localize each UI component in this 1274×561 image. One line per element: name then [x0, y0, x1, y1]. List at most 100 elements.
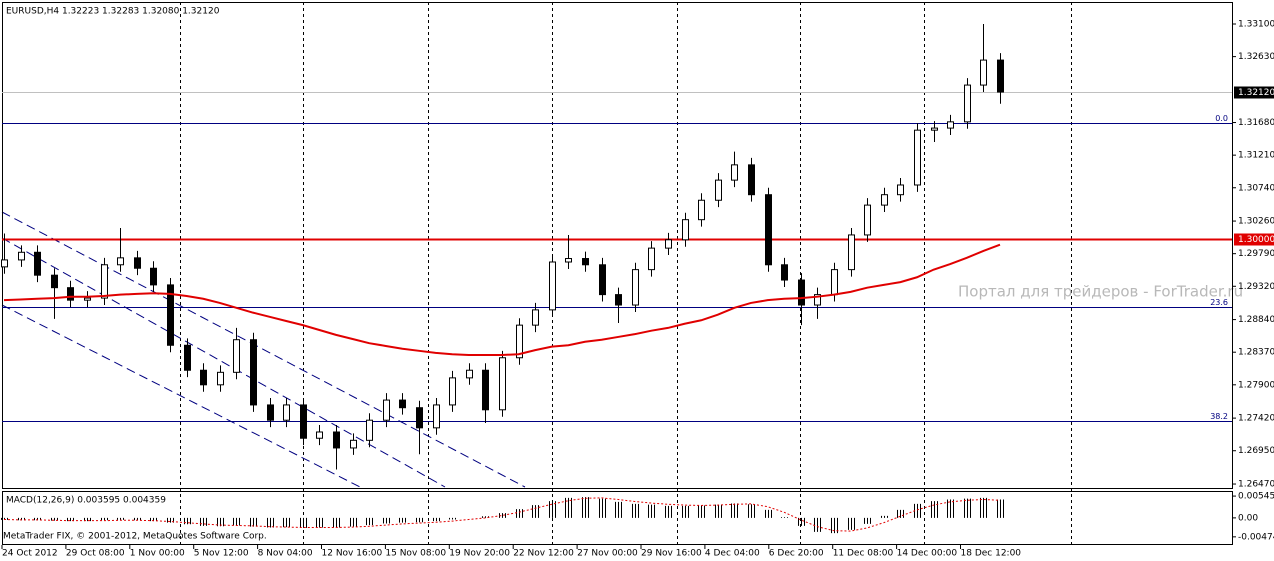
candle-body: [798, 279, 805, 306]
x-tick-label: 19 Nov 20:00: [449, 549, 510, 559]
x-tick-label: 6 Dec 20:00: [769, 549, 824, 559]
candle-body: [316, 431, 323, 439]
price-box: [1234, 86, 1274, 99]
candle-body: [814, 294, 821, 306]
candle-body: [765, 194, 772, 266]
y-tick-label: 0.00: [1238, 513, 1258, 523]
price-box-label: 1.30000: [1238, 235, 1274, 245]
x-tick-label: 5 Nov 12:00: [194, 549, 249, 559]
level-label: 23.6: [1210, 298, 1228, 307]
candle-body: [167, 284, 174, 346]
y-tick-label: 1.27420: [1238, 414, 1274, 424]
candle-body: [682, 219, 689, 241]
candle-body: [715, 179, 722, 201]
x-tick-label: 11 Dec 08:00: [833, 549, 894, 559]
y-tick-label: 1.31680: [1238, 118, 1274, 128]
y-tick-label: 1.26470: [1238, 480, 1274, 490]
moving-average: [3, 243, 1001, 356]
candle-body: [582, 258, 589, 266]
x-tick-label: 15 Nov 08:00: [385, 549, 446, 559]
candle-body: [283, 404, 290, 421]
candle-body: [466, 369, 473, 379]
candle-body: [665, 239, 672, 249]
candle-body: [914, 129, 921, 186]
channel-line: [1, 211, 526, 488]
x-tick-label: 18 Dec 12:00: [961, 549, 1022, 559]
candle-body: [997, 59, 1004, 93]
chart-title: EURUSD,H4 1.32223 1.32283 1.32080 1.3212…: [6, 7, 220, 17]
x-tick-label: 24 Oct 2012: [2, 549, 58, 559]
channel-line: [1, 304, 361, 488]
candle-body: [931, 127, 938, 131]
candle-body: [947, 121, 954, 129]
candle-body: [18, 251, 25, 261]
level-label: 0.0: [1215, 114, 1228, 123]
candle-body: [565, 258, 572, 263]
y-tick-label: 1.28370: [1238, 348, 1274, 358]
level-label: 38.2: [1210, 412, 1228, 421]
candle-body: [648, 247, 655, 271]
y-tick-label: 1.26950: [1238, 446, 1274, 456]
candle-body: [599, 264, 606, 296]
candle-body: [731, 164, 738, 181]
candle-body: [449, 377, 456, 406]
x-tick-label: 29 Oct 08:00: [66, 549, 125, 559]
candle-body: [532, 309, 539, 326]
y-tick-label: -0.00474: [1238, 532, 1274, 542]
candle-body: [350, 439, 357, 449]
y-tick-label: 0.00545: [1238, 492, 1274, 502]
candle-body: [848, 234, 855, 271]
candle-body: [51, 274, 58, 289]
x-tick-label: 14 Dec 00:00: [897, 549, 958, 559]
candle-body: [516, 324, 523, 359]
candle-body: [698, 199, 705, 221]
candle-body: [134, 257, 141, 269]
candle-body: [399, 399, 406, 409]
candle-body: [267, 404, 274, 421]
candle-body: [632, 269, 639, 306]
candle-body: [333, 431, 340, 449]
candle-body: [101, 264, 108, 299]
candle-body: [549, 261, 556, 311]
y-tick-label: 1.29320: [1238, 282, 1274, 292]
candle-body: [200, 369, 207, 386]
y-tick-label: 1.30260: [1238, 217, 1274, 227]
main-panel: [2, 2, 1233, 489]
candle-body: [433, 404, 440, 429]
watermark: Портал для трейдеров - ForTrader.ru: [958, 283, 1243, 301]
x-tick-label: 4 Dec 04:00: [705, 549, 760, 559]
candle-body: [482, 369, 489, 411]
y-tick-label: 1.29790: [1238, 249, 1274, 259]
candle-body: [84, 297, 91, 301]
candle-body: [117, 257, 124, 266]
candle-body: [964, 84, 971, 123]
candle-body: [781, 264, 788, 281]
x-tick-label: 8 Nov 04:00: [258, 549, 313, 559]
indicator-title: MACD(12,26,9) 0.003595 0.004359: [6, 496, 166, 506]
copyright: MetaTrader FIX, © 2001-2012, MetaQuotes …: [3, 532, 267, 542]
candle-body: [864, 204, 871, 236]
y-tick-label: 1.32630: [1238, 52, 1274, 62]
channel: [1, 211, 526, 488]
candle-body: [1, 259, 8, 268]
candle-body: [300, 404, 307, 439]
candle-body: [897, 184, 904, 196]
x-tick-label: 27 Nov 00:00: [577, 549, 638, 559]
x-tick-label: 1 Nov 00:00: [130, 549, 185, 559]
candle-body: [150, 267, 157, 286]
candle-body: [217, 371, 224, 386]
candle-body: [233, 339, 240, 373]
y-tick-label: 1.27900: [1238, 380, 1274, 390]
candle-body: [366, 419, 373, 441]
x-tick-label: 29 Nov 16:00: [641, 549, 702, 559]
candle-body: [184, 344, 191, 371]
candle-body: [980, 59, 987, 86]
candle-body: [416, 407, 423, 429]
candle-body: [383, 399, 390, 421]
candle-body: [250, 339, 257, 406]
candle-body: [499, 357, 506, 411]
price-box: [1234, 233, 1274, 246]
candle-body: [615, 294, 622, 306]
x-tick-label: 22 Nov 12:00: [513, 549, 574, 559]
